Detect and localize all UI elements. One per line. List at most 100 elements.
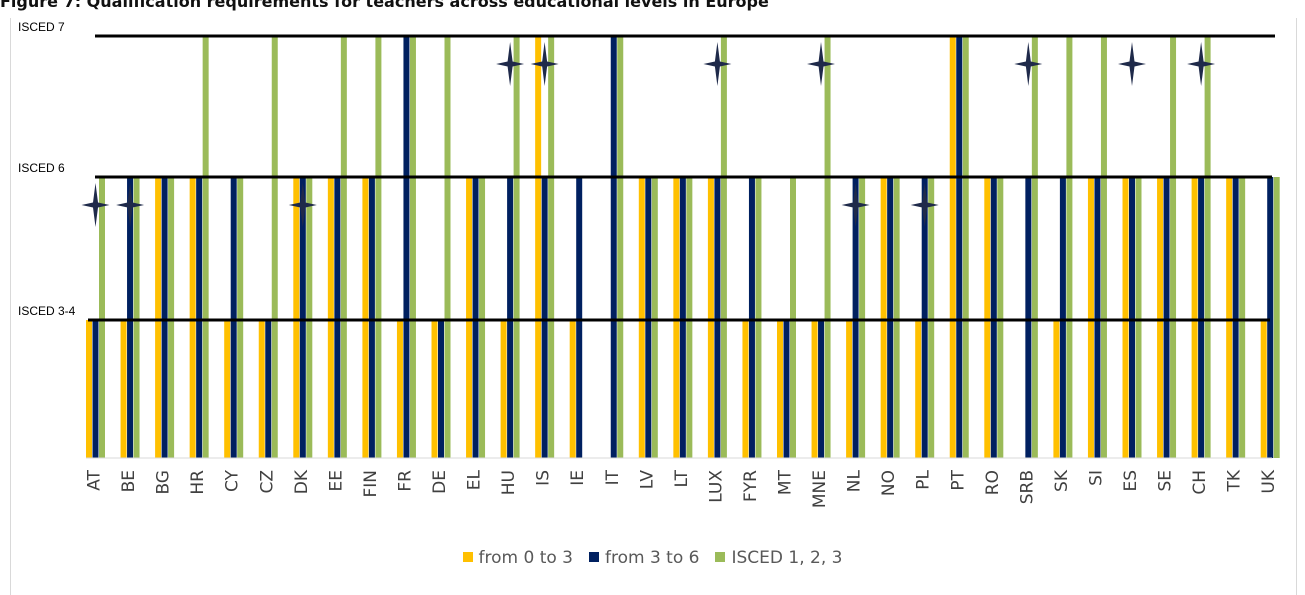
x-tick-label: SRB xyxy=(1017,470,1037,504)
x-tick-label: EL xyxy=(465,469,485,490)
bar-FR-2 xyxy=(409,36,416,458)
bar-FYR-1 xyxy=(748,177,755,458)
bar-SE-1 xyxy=(1163,177,1170,458)
bar-BG-2 xyxy=(168,177,175,458)
bar-HU-0 xyxy=(500,320,507,458)
bar-UK-2 xyxy=(1273,177,1280,458)
bar-LT-1 xyxy=(679,177,686,458)
legend-label: ISCED 1, 2, 3 xyxy=(731,548,843,568)
x-tick-label: LUX xyxy=(706,470,726,503)
bar-PT-1 xyxy=(956,36,963,458)
y-level-label: ISCED 6 xyxy=(18,161,65,175)
bar-SI-0 xyxy=(1087,177,1094,458)
bar-NO-0 xyxy=(880,177,887,458)
bar-SE-0 xyxy=(1157,177,1164,458)
bar-PL-0 xyxy=(915,320,922,458)
bar-DK-1 xyxy=(299,177,306,458)
bar-DE-0 xyxy=(431,320,438,458)
bar-EE-1 xyxy=(334,177,341,458)
bar-NL-0 xyxy=(846,320,853,458)
x-tick-label: CZ xyxy=(257,470,277,494)
bar-FIN-0 xyxy=(362,177,369,458)
x-tick-label: IS xyxy=(534,470,554,486)
chart-title: Figure 7: Qualification requirements for… xyxy=(0,0,769,11)
bar-CZ-2 xyxy=(271,36,278,458)
bar-SI-1 xyxy=(1094,177,1101,458)
legend-label: from 3 to 6 xyxy=(605,548,700,568)
star-marker-ES xyxy=(1118,42,1146,86)
bar-AT-2 xyxy=(99,177,105,458)
legend-item: from 3 to 6 xyxy=(589,548,699,568)
legend-item: ISCED 1, 2, 3 xyxy=(715,548,842,568)
bar-UK-1 xyxy=(1267,177,1274,458)
star-marker-CH xyxy=(1187,42,1216,86)
star-marker-IS xyxy=(530,42,559,86)
star-marker-SRB xyxy=(1014,42,1043,86)
y-level-label: ISCED 7 xyxy=(18,20,65,34)
bar-NL-1 xyxy=(852,177,859,458)
bar-CZ-1 xyxy=(265,320,272,458)
bar-PT-0 xyxy=(949,36,956,458)
bar-MT-0 xyxy=(777,320,783,458)
bar-CY-0 xyxy=(224,320,231,458)
star-marker-PL xyxy=(910,183,939,227)
bar-SK-1 xyxy=(1059,177,1066,458)
legend-swatch xyxy=(462,552,473,562)
bar-FIN-1 xyxy=(368,177,375,458)
bar-EL-1 xyxy=(472,177,479,458)
bar-CH-1 xyxy=(1198,177,1205,458)
x-tick-label: EE xyxy=(326,470,346,491)
bar-BE-1 xyxy=(127,177,134,458)
x-tick-label: DE xyxy=(430,470,450,494)
x-tick-label: HR xyxy=(188,470,208,495)
bar-DE-2 xyxy=(444,36,451,458)
x-tick-label: CY xyxy=(223,469,243,492)
x-tick-label: MNE xyxy=(810,470,830,508)
bar-BG-1 xyxy=(161,177,168,458)
x-tick-label: SI xyxy=(1086,470,1106,486)
bar-AT-1 xyxy=(92,320,99,458)
bar-IS-2 xyxy=(548,36,555,458)
star-marker-NL xyxy=(841,183,870,227)
bar-CH-2 xyxy=(1204,36,1211,458)
x-tick-label: SE xyxy=(1156,470,1176,492)
bar-CH-0 xyxy=(1191,177,1198,458)
x-tick-label: FIN xyxy=(361,470,381,498)
y-level-label: ISCED 3-4 xyxy=(18,304,76,318)
x-tick-label: BG xyxy=(154,470,174,495)
x-tick-label: TK xyxy=(1225,469,1245,492)
bar-IT-1 xyxy=(610,36,617,458)
bar-MNE-1 xyxy=(818,320,825,458)
star-marker-MNE xyxy=(807,42,835,86)
bar-HU-2 xyxy=(513,36,520,458)
bar-FIN-2 xyxy=(375,36,382,458)
x-tick-label: PT xyxy=(948,469,968,490)
bar-SK-0 xyxy=(1053,320,1060,458)
x-tick-label: HU xyxy=(499,470,519,495)
x-tick-label: IE xyxy=(568,470,588,486)
bar-PT-2 xyxy=(962,36,969,458)
x-tick-label: PL xyxy=(914,469,934,489)
bar-IS-0 xyxy=(535,36,542,458)
bar-LT-0 xyxy=(673,177,680,458)
x-tick-label: BE xyxy=(119,470,139,492)
x-tick-label: SK xyxy=(1052,469,1072,492)
bar-LUX-0 xyxy=(707,177,714,458)
bar-LV-2 xyxy=(651,177,658,458)
bar-LV-0 xyxy=(638,177,645,458)
bar-RO-0 xyxy=(984,177,991,458)
bar-HR-0 xyxy=(189,177,196,458)
chart-frame xyxy=(10,18,1297,595)
bar-RO-2 xyxy=(997,177,1004,458)
bar-PL-1 xyxy=(921,177,928,458)
x-tick-label: UK xyxy=(1259,469,1279,493)
bar-ES-0 xyxy=(1122,177,1129,458)
bar-NL-2 xyxy=(859,177,866,458)
legend-swatch xyxy=(589,552,599,562)
bar-ES-1 xyxy=(1129,177,1135,458)
bar-SE-2 xyxy=(1170,36,1177,458)
bar-BE-0 xyxy=(120,320,127,458)
bar-PL-2 xyxy=(928,177,935,458)
x-tick-label: NL xyxy=(845,469,865,492)
bar-HR-2 xyxy=(202,36,209,458)
